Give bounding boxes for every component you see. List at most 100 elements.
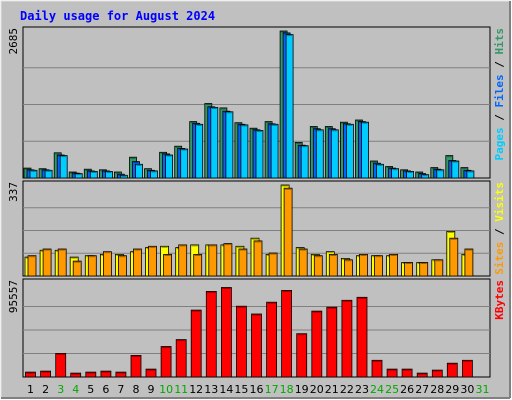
bar-pages-day-5	[89, 170, 98, 179]
day-label-21: 21	[325, 383, 339, 396]
bar-kbytes-day-14	[220, 287, 232, 378]
bar-pages-day-11	[180, 148, 189, 179]
bar-pages-day-14	[225, 111, 234, 179]
bar-pages-day-3	[59, 155, 68, 179]
bar-kbytes-day-24	[371, 359, 383, 378]
day-label-8: 8	[133, 383, 140, 396]
bar-sites-day-22	[343, 259, 353, 277]
day-label-6: 6	[102, 383, 109, 396]
day-label-31: 31	[476, 383, 490, 396]
bar-kbytes-day-4	[70, 372, 82, 378]
day-label-14: 14	[219, 383, 233, 396]
bar-sites-day-7	[118, 255, 127, 277]
day-label-30: 30	[460, 383, 474, 396]
day-label-22: 22	[340, 383, 354, 396]
bar-kbytes-day-1	[25, 371, 36, 378]
bar-kbytes-day-13	[205, 290, 217, 378]
bar-kbytes-day-30	[461, 359, 473, 378]
bar-kbytes-day-19	[296, 333, 308, 378]
chart-panels: 2685 Pages / Files / Hits 337 Sites / Visit…	[7, 26, 506, 378]
bar-pages-day-4	[74, 173, 83, 179]
bar-pages-day-16	[255, 129, 264, 179]
bar-pages-day-12	[195, 123, 204, 179]
bar-pages-day-10	[165, 154, 174, 179]
day-label-3: 3	[57, 383, 64, 396]
bar-pages-day-6	[105, 170, 113, 179]
bar-kbytes-day-26	[401, 368, 413, 378]
bar-kbytes-day-3	[55, 352, 67, 378]
bar-sites-day-25	[389, 253, 399, 277]
panel-2: 337 Sites / Visits	[7, 180, 506, 277]
day-label-18: 18	[280, 383, 294, 396]
bar-kbytes-day-15	[235, 305, 247, 378]
day-label-20: 20	[310, 383, 324, 396]
bar-sites-day-3	[57, 248, 67, 277]
day-label-27: 27	[415, 383, 429, 396]
day-label-1: 1	[27, 383, 34, 396]
bar-sites-day-2	[42, 248, 52, 277]
legend-label-files: Files	[493, 74, 506, 107]
bar-pages-day-2	[44, 169, 53, 179]
legend-label-sites: Sites	[493, 242, 506, 275]
bar-sites-day-15	[238, 248, 248, 277]
day-label-24: 24	[370, 383, 384, 396]
day-label-2: 2	[42, 383, 49, 396]
day-label-12: 12	[189, 383, 203, 396]
bar-pages-day-25	[391, 168, 400, 179]
bar-pages-day-13	[210, 107, 219, 179]
bar-sites-day-14	[223, 243, 233, 277]
panel-max-label: 337	[7, 182, 20, 202]
legend-label-kbytes: KBytes	[493, 280, 506, 320]
day-label-11: 11	[174, 383, 188, 396]
day-label-25: 25	[385, 383, 399, 396]
bar-pages-day-27	[421, 174, 430, 179]
bar-pages-day-15	[240, 124, 249, 179]
bar-sites-day-21	[328, 253, 338, 277]
bar-pages-day-8	[135, 163, 143, 179]
day-label-9: 9	[148, 383, 155, 396]
legend-separator: /	[493, 108, 506, 128]
bar-sites-day-5	[87, 255, 97, 277]
bar-kbytes-day-5	[85, 371, 97, 378]
day-label-26: 26	[400, 383, 414, 396]
bar-pages-day-18	[285, 34, 294, 179]
bar-pages-day-24	[376, 163, 384, 179]
bar-sites-day-1	[27, 255, 37, 277]
bar-kbytes-day-2	[40, 370, 51, 378]
panel-legend-labels: KBytes	[493, 280, 506, 320]
panel-legend-labels: Sites / Visits	[493, 182, 506, 275]
legend-label-visits: Visits	[493, 182, 506, 222]
day-label-13: 13	[204, 383, 218, 396]
panel-3: 95557 KBytes	[7, 278, 506, 378]
bar-kbytes-day-18	[281, 289, 293, 378]
bar-kbytes-day-9	[145, 368, 157, 378]
day-label-10: 10	[159, 383, 173, 396]
x-axis-day-labels: 1 2 3 4 5 6 7 8 9 10 11 12 13 14 15 16 17 18 19 20 21 22 23 24 2…	[27, 383, 490, 396]
day-label-4: 4	[72, 383, 79, 396]
day-label-28: 28	[430, 383, 444, 396]
day-label-15: 15	[234, 383, 248, 396]
bar-sites-day-28	[434, 259, 444, 277]
panel-max-label: 95557	[7, 280, 20, 313]
bar-pages-day-26	[406, 170, 415, 179]
bar-pages-day-28	[436, 169, 445, 179]
bar-sites-day-23	[359, 253, 368, 277]
bar-sites-day-26	[404, 262, 414, 277]
bar-kbytes-day-7	[115, 371, 127, 378]
day-label-5: 5	[87, 383, 94, 396]
bar-pages-day-29	[451, 160, 460, 179]
bar-sites-day-6	[103, 251, 112, 277]
bar-kbytes-day-6	[100, 370, 112, 378]
bar-kbytes-day-29	[446, 362, 458, 378]
bar-pages-day-9	[150, 170, 158, 179]
chart-title: Daily usage for August 2024	[20, 9, 215, 23]
day-label-23: 23	[355, 383, 369, 396]
bar-pages-day-19	[300, 145, 309, 179]
bar-kbytes-day-22	[341, 299, 353, 378]
bar-kbytes-day-23	[356, 296, 368, 378]
bar-pages-day-17	[270, 123, 279, 179]
legend-separator: /	[493, 55, 506, 75]
bar-pages-day-1	[29, 169, 38, 179]
